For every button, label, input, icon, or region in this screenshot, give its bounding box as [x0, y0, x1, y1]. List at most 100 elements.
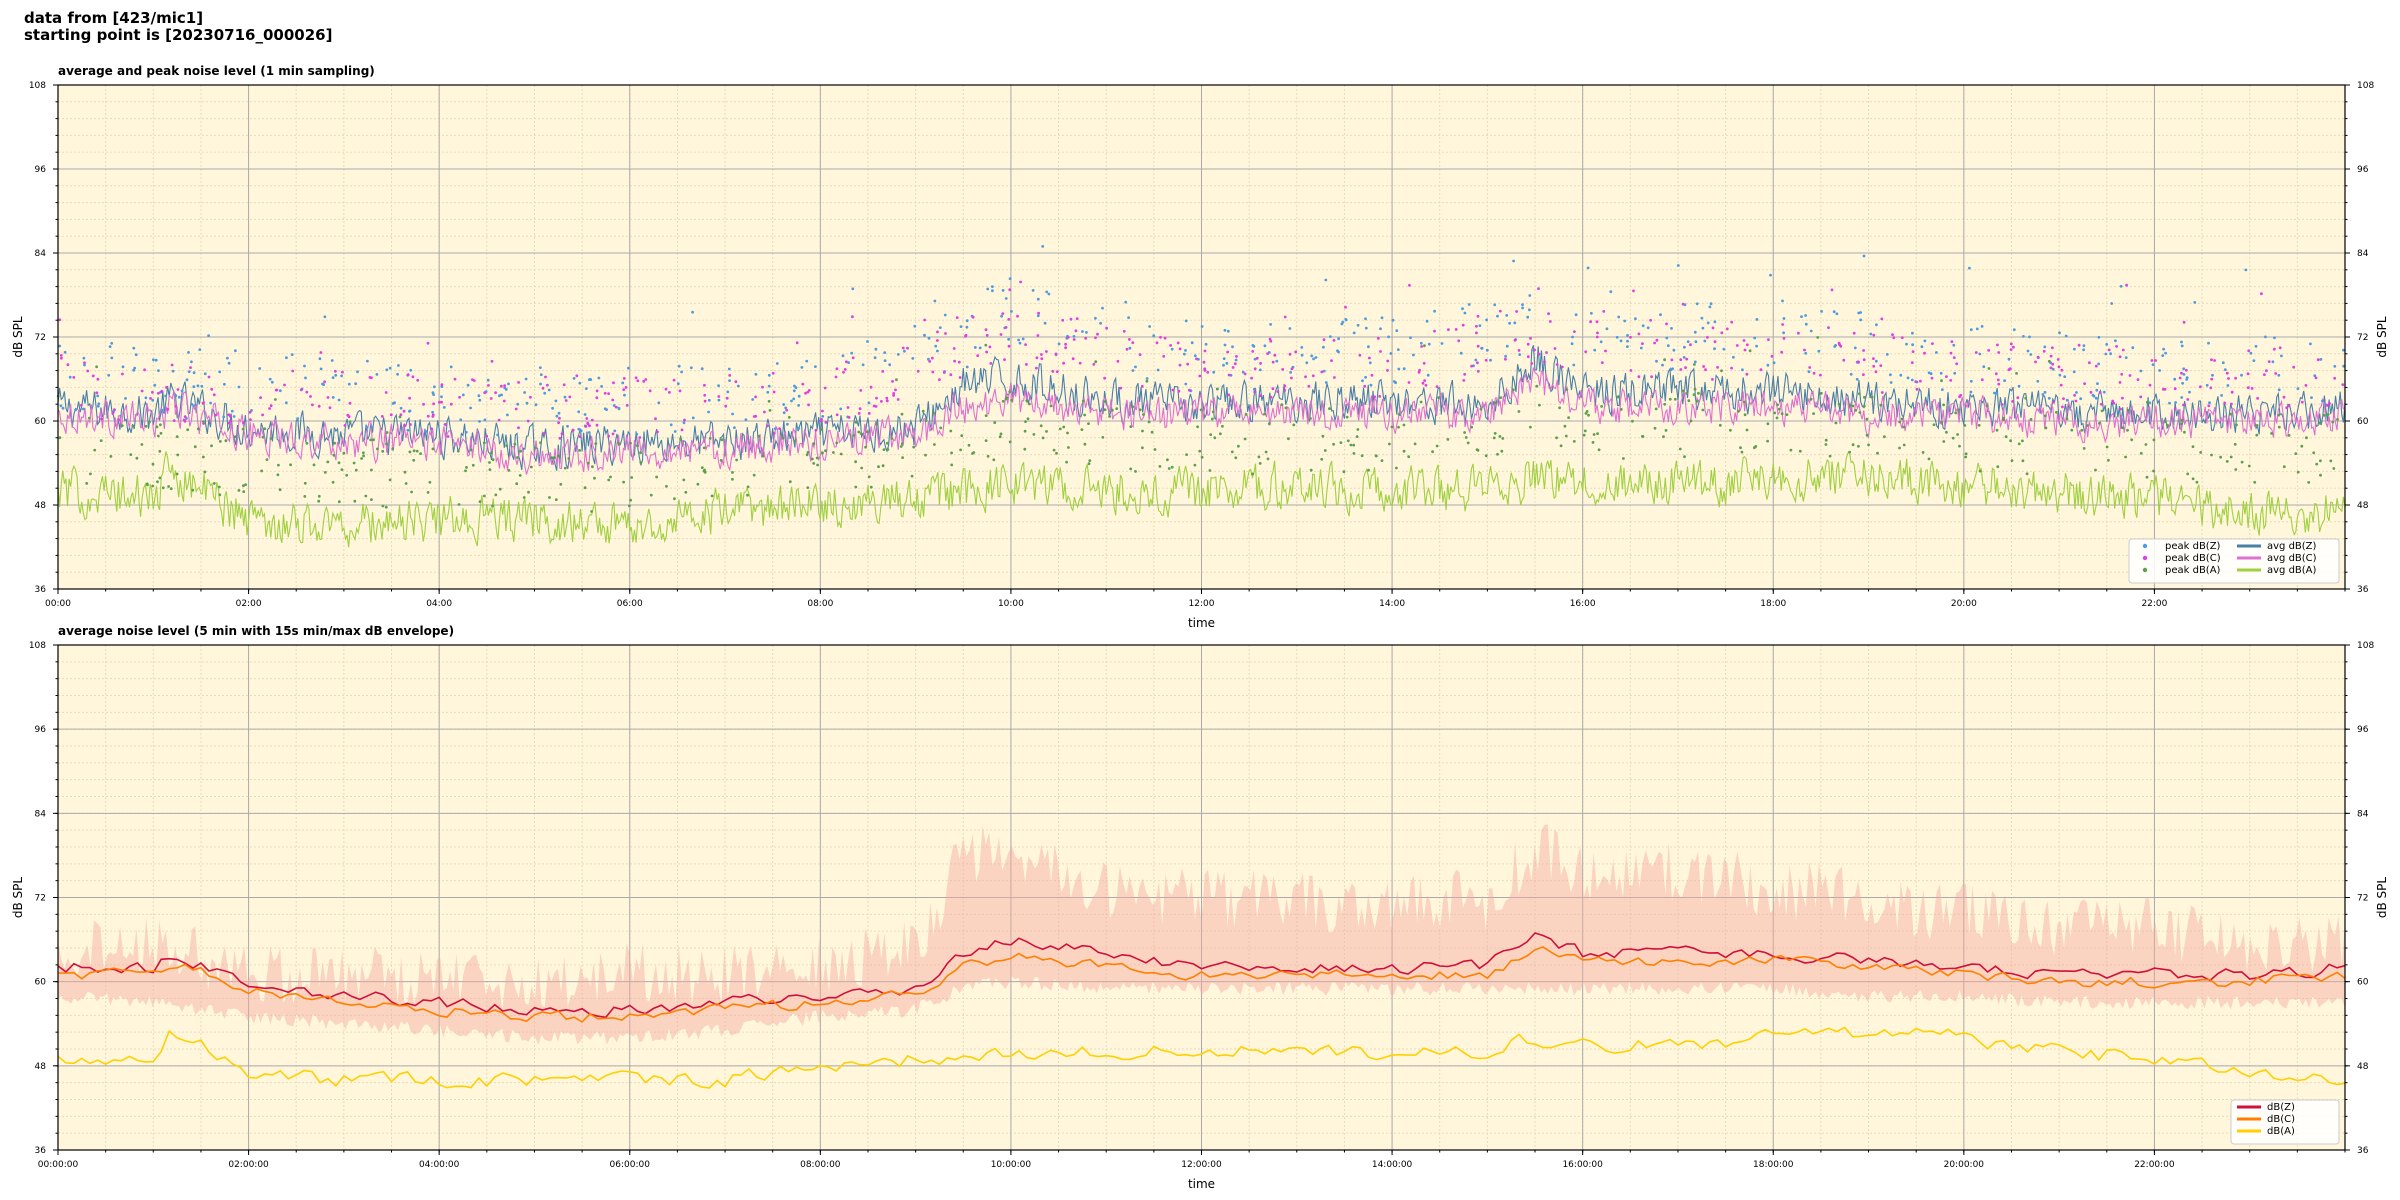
peak-point [1007, 337, 1010, 341]
peak-point [1379, 327, 1382, 331]
peak-point [1322, 345, 1325, 349]
peak-point [1605, 327, 1609, 331]
peak-point [1945, 430, 1948, 434]
peak-point [2265, 369, 2268, 373]
peak-point [1250, 376, 1253, 380]
peak-point [1720, 369, 1723, 373]
legend-box [2128, 538, 2340, 584]
peak-point [1462, 379, 1466, 382]
peak-point [1166, 458, 1169, 462]
peak-point [107, 373, 111, 377]
peak-point [1626, 334, 1629, 337]
peak-point [432, 402, 435, 406]
peak-point [1616, 395, 1620, 398]
peak-point [1701, 326, 1705, 330]
peak-point [1413, 442, 1417, 446]
peak-point [1287, 437, 1290, 441]
peak-point [2010, 459, 2014, 462]
peak-point [244, 483, 248, 486]
peak-point [595, 423, 599, 427]
peak-point [1807, 370, 1811, 374]
peak-point [111, 412, 115, 415]
peak-point [155, 425, 159, 429]
peak-point [807, 389, 811, 392]
peak-point [2219, 455, 2223, 459]
peak-point [1629, 335, 1632, 339]
peak-point [1367, 345, 1370, 349]
peak-point [623, 393, 626, 397]
peak-point [2191, 477, 2195, 481]
peak-point [1225, 361, 1229, 365]
peak-point [731, 412, 734, 416]
peak-point [1337, 337, 1340, 341]
peak-point [1004, 326, 1008, 329]
peak-point [1493, 303, 1497, 307]
peak-point [1809, 329, 1813, 333]
peak-point [1964, 455, 1968, 459]
peak-point [1526, 355, 1530, 359]
peak-point [1565, 388, 1569, 391]
peak-point [1600, 405, 1603, 408]
peak-point [2114, 339, 2117, 343]
peak-point [2182, 367, 2186, 371]
peak-point [1529, 425, 1532, 429]
peak-point [132, 346, 136, 350]
peak-point [1879, 364, 1883, 367]
peak-point [984, 439, 988, 442]
peak-point [1237, 444, 1240, 448]
peak-point [1387, 335, 1390, 339]
y-tick-label-right: 60 [2357, 417, 2369, 427]
x-tick-label: 06:00 [617, 599, 643, 609]
y-tick-label: 60 [35, 978, 47, 988]
peak-point [1124, 300, 1128, 304]
peak-point [2107, 348, 2111, 352]
peak-point [2059, 383, 2063, 387]
peak-point [2270, 432, 2274, 435]
peak-point [1435, 385, 1439, 388]
y-tick-label: 108 [29, 641, 46, 651]
peak-point [591, 465, 594, 469]
peak-point [1812, 412, 1815, 415]
legend-label: dB(C) [2267, 1114, 2295, 1125]
peak-point [552, 456, 556, 459]
peak-point [1704, 368, 1707, 372]
peak-point [1376, 337, 1380, 340]
peak-point [2055, 410, 2058, 414]
peak-point [227, 421, 231, 425]
peak-point [550, 456, 554, 459]
peak-point [2022, 335, 2025, 338]
peak-point [1504, 354, 1507, 358]
peak-point [936, 330, 939, 334]
peak-point [331, 396, 335, 399]
peak-point [700, 466, 704, 469]
peak-point [1602, 310, 1606, 313]
peak-point [851, 356, 855, 360]
peak-point [1021, 337, 1025, 341]
peak-point [483, 391, 487, 395]
peak-point [59, 404, 63, 408]
peak-point [1212, 370, 1216, 374]
peak-point [835, 441, 839, 445]
peak-point [210, 387, 214, 391]
peak-point [1975, 327, 1979, 331]
peak-point [1312, 357, 1315, 361]
peak-point [347, 382, 351, 386]
peak-point [1251, 472, 1254, 476]
peak-point [2180, 396, 2184, 399]
peak-point [500, 393, 503, 397]
peak-point [488, 468, 492, 471]
peak-point [1900, 336, 1904, 339]
peak-point [1243, 372, 1247, 376]
peak-point [66, 363, 70, 367]
peak-point [151, 484, 155, 488]
peak-point [1071, 357, 1075, 361]
peak-point [1637, 332, 1641, 336]
peak-point [1900, 417, 1904, 421]
peak-point [1496, 452, 1499, 456]
peak-point [751, 398, 755, 401]
peak-point [1467, 303, 1471, 306]
peak-point [1196, 425, 1199, 429]
peak-point [903, 349, 906, 353]
peak-point [728, 379, 731, 382]
peak-point [1535, 384, 1539, 388]
